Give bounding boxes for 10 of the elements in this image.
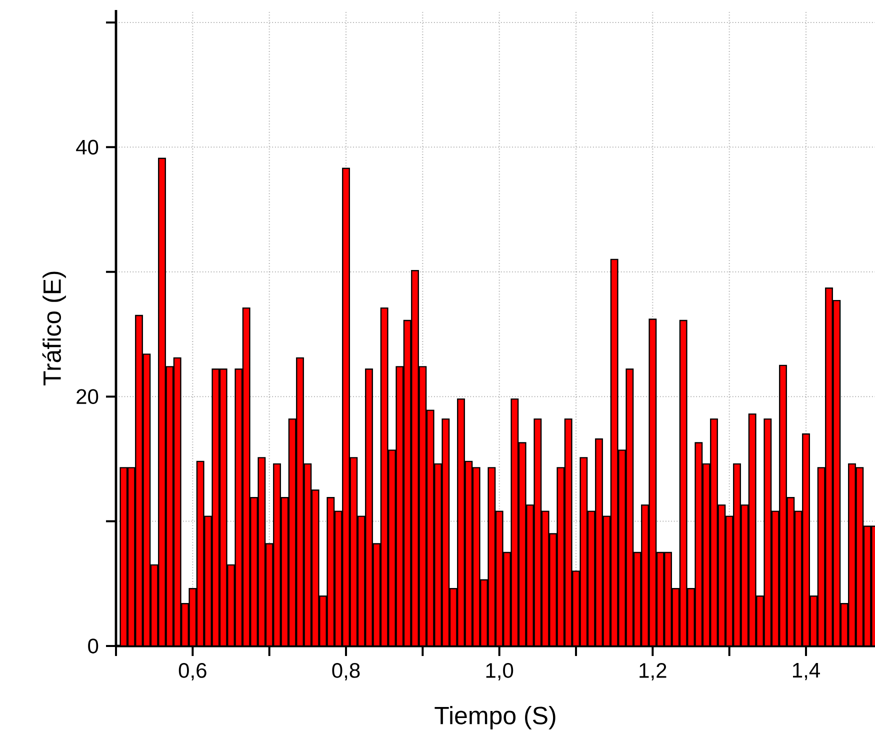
y-axis-title: Tráfico (E): [42, 272, 66, 386]
x-tick-label: 1,4: [792, 663, 820, 680]
y-tick-label: 40: [76, 140, 98, 155]
x-tick-label: 1,2: [640, 663, 666, 680]
y-tick-label: 20: [76, 389, 98, 404]
x-tick-label: 1,0: [486, 663, 514, 680]
y-tick-label: 0: [88, 638, 98, 654]
x-tick-label: 0,6: [178, 663, 206, 680]
x-tick-label: 0,8: [332, 663, 360, 680]
x-axis-title: Tiempo (S): [434, 706, 556, 730]
